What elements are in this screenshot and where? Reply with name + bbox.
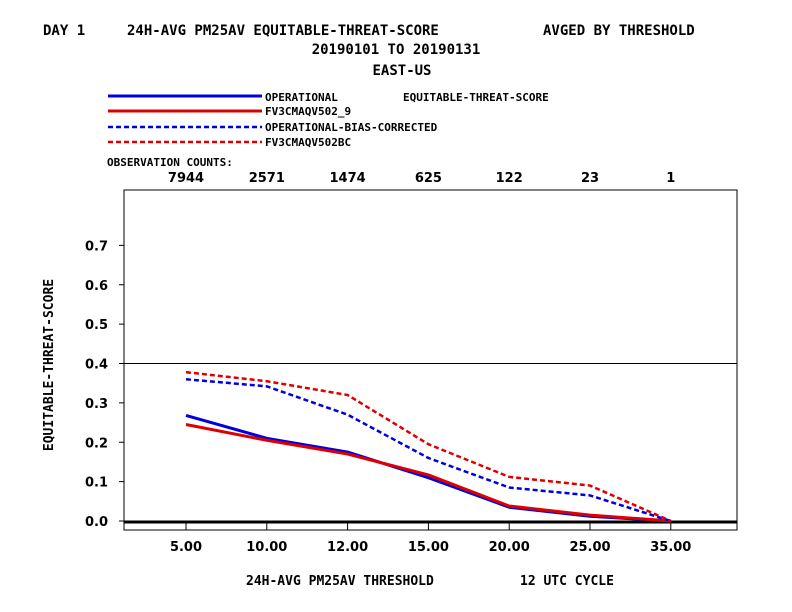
y-tick-label: 0.3 bbox=[85, 397, 108, 412]
x-tick-label: 5.00 bbox=[170, 540, 202, 555]
y-tick-label: 0.7 bbox=[85, 239, 108, 254]
legend-label-operational: OPERATIONAL bbox=[265, 91, 338, 104]
y-tick-label: 0.6 bbox=[85, 279, 108, 294]
legend-label-fv3cmaqv502bc: FV3CMAQV502BC bbox=[265, 136, 351, 149]
series-line-operational bbox=[185, 414, 671, 523]
observation-counts-label: OBSERVATION COUNTS: bbox=[107, 156, 233, 169]
x-tick-label: 20.00 bbox=[489, 540, 530, 555]
y-tick-label: 0.2 bbox=[85, 436, 108, 451]
y-tick-label: 0.4 bbox=[85, 358, 108, 373]
series-line-operational-bias-corrected bbox=[185, 378, 672, 523]
series-layer bbox=[185, 370, 672, 523]
observation-count: 1474 bbox=[330, 171, 366, 186]
region-label: EAST-US bbox=[372, 63, 431, 79]
y-tick-label: 0.0 bbox=[85, 515, 108, 530]
observation-count: 2571 bbox=[249, 171, 285, 186]
x-tick-label: 10.00 bbox=[246, 540, 287, 555]
legend-metric-label: EQUITABLE-THREAT-SCORE bbox=[403, 91, 549, 104]
x-tick-label: 25.00 bbox=[569, 540, 610, 555]
observation-count: 625 bbox=[415, 171, 442, 186]
observation-count: 7944 bbox=[168, 171, 204, 186]
observation-count: 23 bbox=[581, 171, 599, 186]
x-axis-cycle: 12 UTC CYCLE bbox=[520, 574, 614, 589]
observation-count: 122 bbox=[496, 171, 523, 186]
date-range: 20190101 TO 20190131 bbox=[312, 42, 481, 58]
series-line-fv3cmaqv502-9 bbox=[185, 423, 671, 523]
title-averaging: AVGED BY THRESHOLD bbox=[543, 23, 695, 39]
chart-title: 24H-AVG PM25AV EQUITABLE-THREAT-SCORE bbox=[127, 23, 439, 39]
observation-counts: 7944 2571 1474 625 122 23 1 bbox=[168, 171, 675, 186]
legend: OPERATIONAL EQUITABLE-THREAT-SCORE FV3CM… bbox=[108, 91, 549, 149]
x-axis-title: 24H-AVG PM25AV THRESHOLD bbox=[246, 574, 434, 589]
x-tick-label: 35.00 bbox=[650, 540, 691, 555]
y-tick-label: 0.5 bbox=[85, 318, 108, 333]
observation-count: 1 bbox=[666, 171, 675, 186]
x-axis: 5.00 10.00 12.00 15.00 20.00 25.00 35.00 bbox=[170, 521, 691, 555]
title-day: DAY 1 bbox=[43, 23, 85, 39]
series-line-fv3cmaqv502bc bbox=[185, 370, 672, 523]
plot-frame bbox=[123, 189, 738, 531]
legend-label-fv3cmaqv502-9: FV3CMAQV502_9 bbox=[265, 105, 351, 118]
x-tick-label: 15.00 bbox=[408, 540, 449, 555]
x-tick-label: 12.00 bbox=[327, 540, 368, 555]
legend-label-operational-bias-corrected: OPERATIONAL-BIAS-CORRECTED bbox=[265, 121, 438, 134]
y-tick-label: 0.1 bbox=[85, 476, 108, 491]
y-axis-title: EQUITABLE-THREAT-SCORE bbox=[42, 279, 57, 451]
y-axis: 0.0 0.1 0.2 0.3 0.4 0.5 0.6 0.7 bbox=[85, 239, 124, 530]
